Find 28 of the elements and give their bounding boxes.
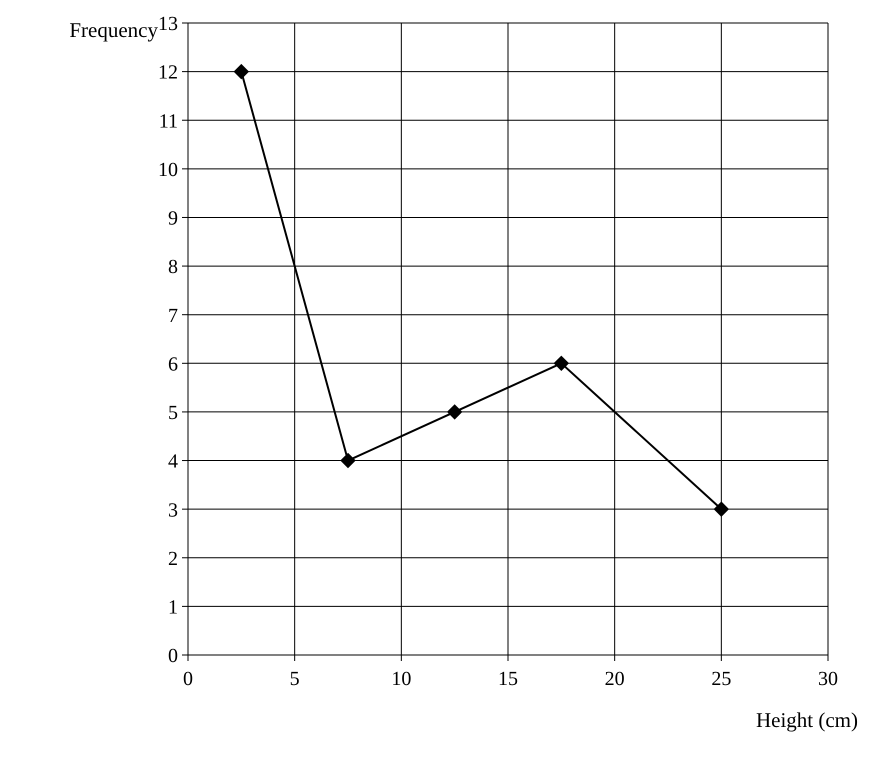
point xyxy=(340,453,356,468)
x-tick-label: 10 xyxy=(391,668,412,690)
y-tick-label: 0 xyxy=(168,645,178,668)
x-tick-label: 25 xyxy=(711,668,732,690)
y-tick-label: 12 xyxy=(158,62,178,84)
x-tick-label: 5 xyxy=(290,668,300,690)
y-tick-label: 1 xyxy=(168,596,178,618)
point xyxy=(554,356,569,371)
y-tick-label: 2 xyxy=(168,548,178,570)
y-tick-label: 10 xyxy=(158,158,178,181)
x-tick-label: 20 xyxy=(604,668,625,690)
y-tick-label: 5 xyxy=(168,402,178,424)
y-axis-title: Frequency xyxy=(69,18,158,43)
x-tick-label: 15 xyxy=(498,668,518,690)
point xyxy=(714,502,729,517)
point xyxy=(234,64,249,80)
y-tick-label: 9 xyxy=(168,208,178,230)
x-axis-title: Height (cm) xyxy=(756,708,858,733)
y-tick-label: 7 xyxy=(168,304,178,327)
y-tick-label: 4 xyxy=(168,450,178,473)
y-tick-label: 11 xyxy=(158,110,178,132)
y-tick-label: 13 xyxy=(158,13,178,36)
y-tick-label: 6 xyxy=(168,353,178,376)
x-tick-label: 0 xyxy=(183,668,193,690)
point xyxy=(447,404,462,420)
x-tick-label: 30 xyxy=(818,668,838,690)
y-tick-label: 8 xyxy=(168,256,178,278)
y-tick-label: 3 xyxy=(168,499,178,522)
